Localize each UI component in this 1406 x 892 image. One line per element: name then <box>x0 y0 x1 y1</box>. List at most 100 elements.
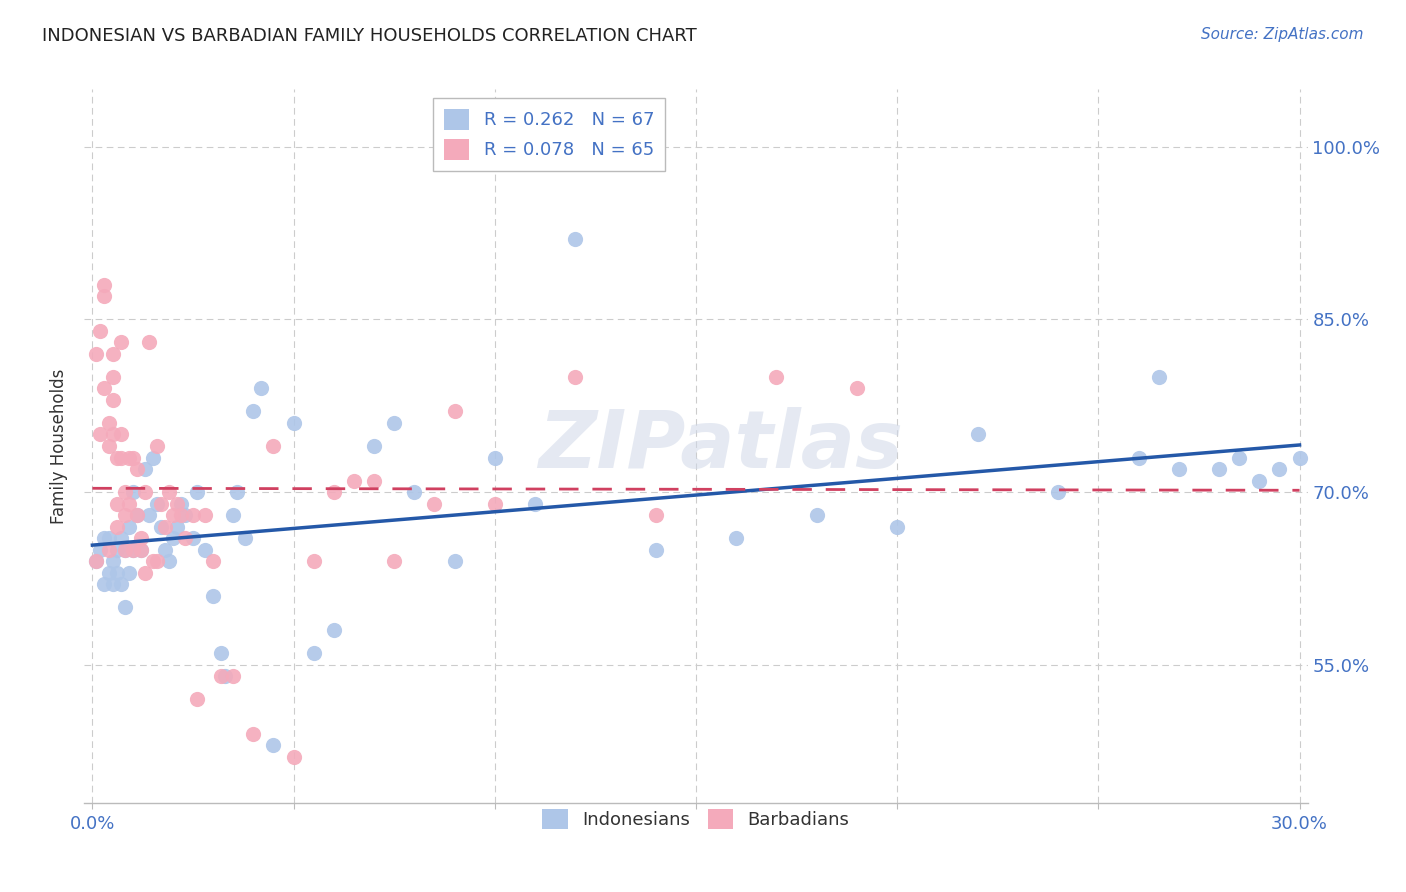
Point <box>181 508 204 522</box>
Point <box>765 370 787 384</box>
Point <box>146 439 169 453</box>
Point <box>564 370 586 384</box>
Point <box>101 392 124 407</box>
Point <box>121 542 143 557</box>
Point <box>363 474 385 488</box>
Point <box>125 462 148 476</box>
Point <box>1249 474 1271 488</box>
Point <box>105 450 128 465</box>
Point <box>886 519 908 533</box>
Point <box>110 427 132 442</box>
Point <box>97 531 120 545</box>
Point <box>149 497 172 511</box>
Point <box>105 519 128 533</box>
Point <box>149 519 172 533</box>
Point <box>153 519 176 533</box>
Point <box>129 542 152 557</box>
Point <box>242 727 264 741</box>
Point <box>129 531 152 545</box>
Point <box>93 531 115 545</box>
Y-axis label: Family Households: Family Households <box>51 368 69 524</box>
Point <box>209 646 232 660</box>
Point <box>322 485 344 500</box>
Point <box>322 623 344 637</box>
Point <box>121 485 143 500</box>
Point <box>966 427 988 442</box>
Point <box>1047 485 1070 500</box>
Point <box>214 669 236 683</box>
Point <box>170 497 193 511</box>
Point <box>806 508 828 522</box>
Point <box>1208 462 1230 476</box>
Point <box>174 508 197 522</box>
Legend: Indonesians, Barbadians: Indonesians, Barbadians <box>536 801 856 837</box>
Point <box>129 542 152 557</box>
Point <box>134 485 156 500</box>
Point <box>1288 450 1310 465</box>
Text: INDONESIAN VS BARBADIAN FAMILY HOUSEHOLDS CORRELATION CHART: INDONESIAN VS BARBADIAN FAMILY HOUSEHOLD… <box>42 27 697 45</box>
Point <box>114 600 136 615</box>
Point <box>146 497 169 511</box>
Point <box>93 289 115 303</box>
Point <box>101 370 124 384</box>
Point <box>174 531 197 545</box>
Point <box>114 542 136 557</box>
Point <box>121 542 143 557</box>
Point <box>93 277 115 292</box>
Point <box>162 531 184 545</box>
Point <box>101 577 124 591</box>
Point <box>644 542 666 557</box>
Point <box>105 542 128 557</box>
Point <box>114 542 136 557</box>
Point <box>105 497 128 511</box>
Point <box>1268 462 1291 476</box>
Point <box>194 542 217 557</box>
Point <box>1128 450 1150 465</box>
Point <box>121 450 143 465</box>
Text: ZIPatlas: ZIPatlas <box>538 407 903 485</box>
Point <box>86 347 108 361</box>
Point <box>125 508 148 522</box>
Point <box>153 542 176 557</box>
Point <box>97 566 120 580</box>
Point <box>283 416 305 430</box>
Point <box>93 381 115 395</box>
Point <box>1167 462 1189 476</box>
Text: Source: ZipAtlas.com: Source: ZipAtlas.com <box>1201 27 1364 42</box>
Point <box>93 577 115 591</box>
Point <box>363 439 385 453</box>
Point <box>138 508 160 522</box>
Point <box>101 427 124 442</box>
Point <box>89 542 111 557</box>
Point <box>222 508 245 522</box>
Point <box>97 416 120 430</box>
Point <box>226 485 249 500</box>
Point <box>644 508 666 522</box>
Point <box>142 554 165 568</box>
Point <box>162 508 184 522</box>
Point <box>725 531 748 545</box>
Point <box>117 497 139 511</box>
Point <box>202 554 225 568</box>
Point <box>170 508 193 522</box>
Point <box>209 669 232 683</box>
Point <box>166 497 188 511</box>
Point <box>302 554 325 568</box>
Point <box>194 508 217 522</box>
Point <box>524 497 547 511</box>
Point <box>134 566 156 580</box>
Point <box>242 404 264 418</box>
Point <box>484 497 506 511</box>
Point <box>186 692 208 706</box>
Point <box>233 531 256 545</box>
Point <box>110 450 132 465</box>
Point <box>157 485 180 500</box>
Point <box>117 566 139 580</box>
Point <box>138 335 160 350</box>
Point <box>382 554 405 568</box>
Point <box>125 508 148 522</box>
Point <box>404 485 426 500</box>
Point <box>250 381 273 395</box>
Point <box>146 554 169 568</box>
Point <box>86 554 108 568</box>
